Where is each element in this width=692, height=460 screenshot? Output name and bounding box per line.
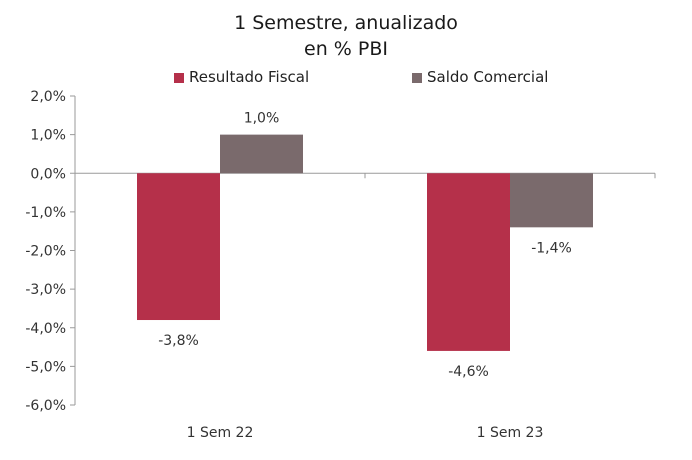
legend-item-saldo-comercial: Saldo Comercial xyxy=(412,68,548,86)
y-tick-label: 2,0% xyxy=(30,89,66,105)
x-tick-label: 1 Sem 22 xyxy=(187,425,254,441)
y-tick-label: -3,0% xyxy=(25,282,66,298)
legend: Resultado Fiscal Saldo Comercial xyxy=(0,68,692,88)
data-label: 1,0% xyxy=(244,111,280,127)
chart-subtitle: en % PBI xyxy=(304,38,388,60)
bar xyxy=(510,173,593,228)
y-tick-label: -5,0% xyxy=(25,359,66,375)
x-tick-label: 1 Sem 23 xyxy=(477,425,544,441)
chart-title: 1 Semestre, anualizado xyxy=(234,12,458,34)
y-tick-label: -4,0% xyxy=(25,321,66,337)
data-label: -4,6% xyxy=(448,364,489,380)
bar xyxy=(220,134,303,174)
data-label: -3,8% xyxy=(158,333,199,349)
data-label: -1,4% xyxy=(531,240,572,256)
y-tick-label: -1,0% xyxy=(25,205,66,221)
legend-label-resultado-fiscal: Resultado Fiscal xyxy=(189,68,310,86)
legend-swatch-resultado-fiscal xyxy=(174,73,184,83)
bar xyxy=(427,173,510,351)
legend-swatch-saldo-comercial xyxy=(412,73,422,83)
legend-item-resultado-fiscal: Resultado Fiscal xyxy=(174,68,309,86)
bar xyxy=(137,173,220,321)
legend-label-saldo-comercial: Saldo Comercial xyxy=(427,68,549,86)
y-tick-label: 0,0% xyxy=(30,166,66,182)
y-tick-label: -6,0% xyxy=(25,398,66,414)
y-tick-label: -2,0% xyxy=(25,244,66,260)
y-tick-label: 1,0% xyxy=(30,128,66,144)
